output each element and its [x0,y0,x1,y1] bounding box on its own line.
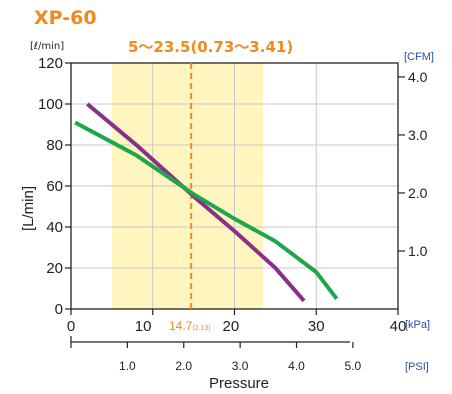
y-tick-label: 20 [46,260,63,277]
x-tick-label: 10 [135,318,152,335]
y-axis-label: [L/min] [20,186,37,231]
x-tick-label: 20 [223,318,240,335]
x-tick-label: 40 [390,318,407,335]
x2-unit-label: [PSI] [405,361,429,373]
series-line-1 [86,102,306,303]
marker-subvalue: (2.13) [192,325,210,332]
right-unit-label: [CFM] [404,51,434,63]
y2-tick-label: 1.0 [408,243,428,259]
y-tick-label: 120 [38,55,63,72]
y-tick-label: 100 [38,96,63,113]
grid [71,63,398,309]
series-line-2 [74,120,339,301]
marker-label: 14.7(2.13) [169,319,211,333]
x2-tick-label: 4.0 [288,359,305,373]
x-unit-label: [kPa] [405,319,430,331]
y2-tick-label: 4.0 [408,69,428,85]
x-tick-label: 30 [308,318,325,335]
x-tick-label: 0 [67,318,75,335]
left-unit-label: [ℓ/min] [30,41,64,52]
y-tick-label: 60 [46,178,63,195]
ticks: 0 20 40 60 80 100 120 1.0 2.0 3.0 4.0 0 10 20 30 40 1.0 2… [38,55,428,373]
y-tick-label: 80 [46,137,63,154]
y2-tick-label: 2.0 [408,185,428,201]
x2-tick-label: 1.0 [119,359,136,373]
x2-tick-label: 5.0 [345,359,362,373]
x-axis-label: Pressure [209,375,269,392]
series [74,102,339,303]
y-tick-label: 0 [55,301,63,318]
marker-value: 14.7 [169,319,193,333]
chart-title: XP-60 [34,7,97,29]
y2-tick-label: 3.0 [408,127,428,143]
x2-tick-label: 3.0 [232,359,249,373]
x2-tick-label: 2.0 [175,359,192,373]
range-label: 5～23.5(0.73～3.41) [128,38,293,56]
y-tick-label: 40 [46,219,63,236]
